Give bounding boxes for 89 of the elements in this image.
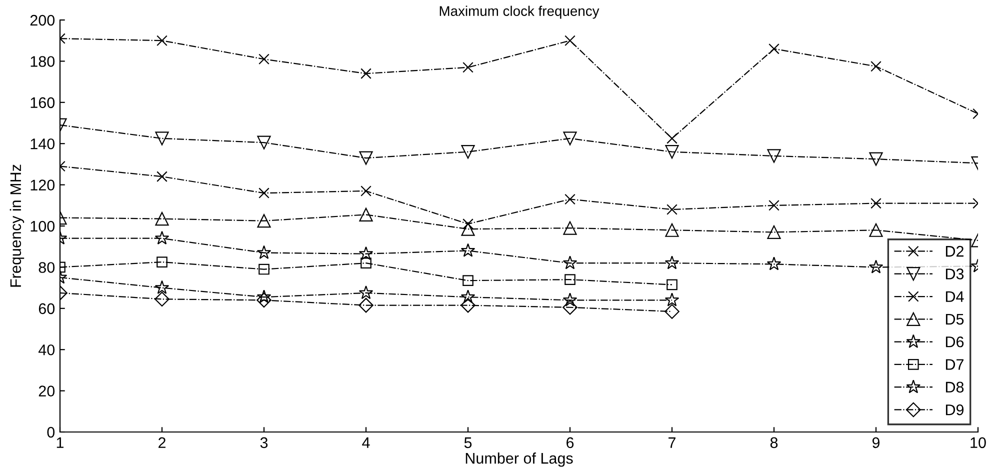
x-tick-label: 1 <box>56 437 64 448</box>
y-tick-label: 100 <box>30 220 55 232</box>
point <box>664 292 680 306</box>
point <box>564 274 576 285</box>
point <box>870 60 882 72</box>
point <box>564 194 576 205</box>
x-axis-title: Number of Lags <box>466 452 573 467</box>
point <box>869 152 883 166</box>
point <box>155 212 169 226</box>
point <box>256 290 272 304</box>
point <box>868 260 884 274</box>
x-tick-label: 5 <box>464 437 472 448</box>
y-tick-label: 200 <box>30 14 55 26</box>
point <box>258 54 270 65</box>
y-tick-label: 160 <box>30 97 55 108</box>
x-tick-label: 4 <box>362 437 370 448</box>
point <box>360 68 372 79</box>
legend-label: D8 <box>946 382 964 393</box>
y-tick-label: 80 <box>38 262 55 273</box>
point <box>665 145 679 159</box>
point <box>156 256 168 268</box>
point <box>766 256 782 270</box>
point <box>563 132 577 146</box>
point <box>359 151 373 165</box>
y-tick-label: 120 <box>30 180 55 190</box>
point <box>358 285 374 300</box>
legend-label: D9 <box>946 404 964 416</box>
point <box>664 304 680 319</box>
point <box>564 35 576 46</box>
point <box>360 258 372 268</box>
y-tick-label: 60 <box>38 303 55 314</box>
point <box>460 243 476 257</box>
x-tick-label: 8 <box>770 437 778 448</box>
point <box>768 43 780 54</box>
point <box>462 275 474 286</box>
legend-label: D6 <box>946 336 964 348</box>
point <box>666 204 678 215</box>
point <box>359 208 373 222</box>
x-tick-label: 3 <box>260 437 268 448</box>
point <box>156 171 168 182</box>
legend-label: D2 <box>946 246 964 257</box>
point <box>258 264 270 275</box>
point <box>664 256 680 270</box>
legend-label: D7 <box>946 359 964 370</box>
point <box>460 290 476 304</box>
x-tick-label: 2 <box>158 437 166 448</box>
point <box>562 256 578 270</box>
legend-label: D4 <box>946 291 964 302</box>
legend-label: D5 <box>946 314 964 325</box>
legend-label: D3 <box>946 268 964 280</box>
point <box>768 200 780 211</box>
point <box>154 230 170 245</box>
point <box>154 280 170 294</box>
chart-title: Maximum clock frequency <box>440 6 600 19</box>
x-tick-label: 9 <box>872 437 880 448</box>
point <box>870 198 882 209</box>
y-axis-title: Frequency in MHz <box>10 164 24 287</box>
x-tick-label: 10 <box>970 437 986 448</box>
x-tick-label: 7 <box>668 437 676 448</box>
point <box>358 298 374 313</box>
point <box>563 221 577 235</box>
point <box>666 133 678 144</box>
point <box>562 300 578 315</box>
point <box>461 145 475 159</box>
point <box>666 279 678 290</box>
point <box>358 246 374 260</box>
point <box>869 223 883 237</box>
point <box>257 136 271 150</box>
x-tick-label: 6 <box>566 437 574 448</box>
point <box>257 214 271 228</box>
point <box>460 298 476 313</box>
y-tick-label: 140 <box>30 138 55 150</box>
point <box>360 186 372 196</box>
point <box>256 292 272 308</box>
point <box>665 223 679 237</box>
point <box>461 222 475 236</box>
point <box>562 292 578 306</box>
y-tick-label: 180 <box>30 56 55 67</box>
point <box>462 62 474 73</box>
point <box>258 188 270 198</box>
point <box>156 35 168 46</box>
point <box>155 132 169 146</box>
point <box>256 245 272 259</box>
y-tick-label: 40 <box>38 344 55 356</box>
y-tick-label: 0 <box>47 426 55 438</box>
point <box>154 292 170 307</box>
point <box>767 149 781 163</box>
point <box>767 225 781 239</box>
y-tick-label: 20 <box>38 386 55 396</box>
